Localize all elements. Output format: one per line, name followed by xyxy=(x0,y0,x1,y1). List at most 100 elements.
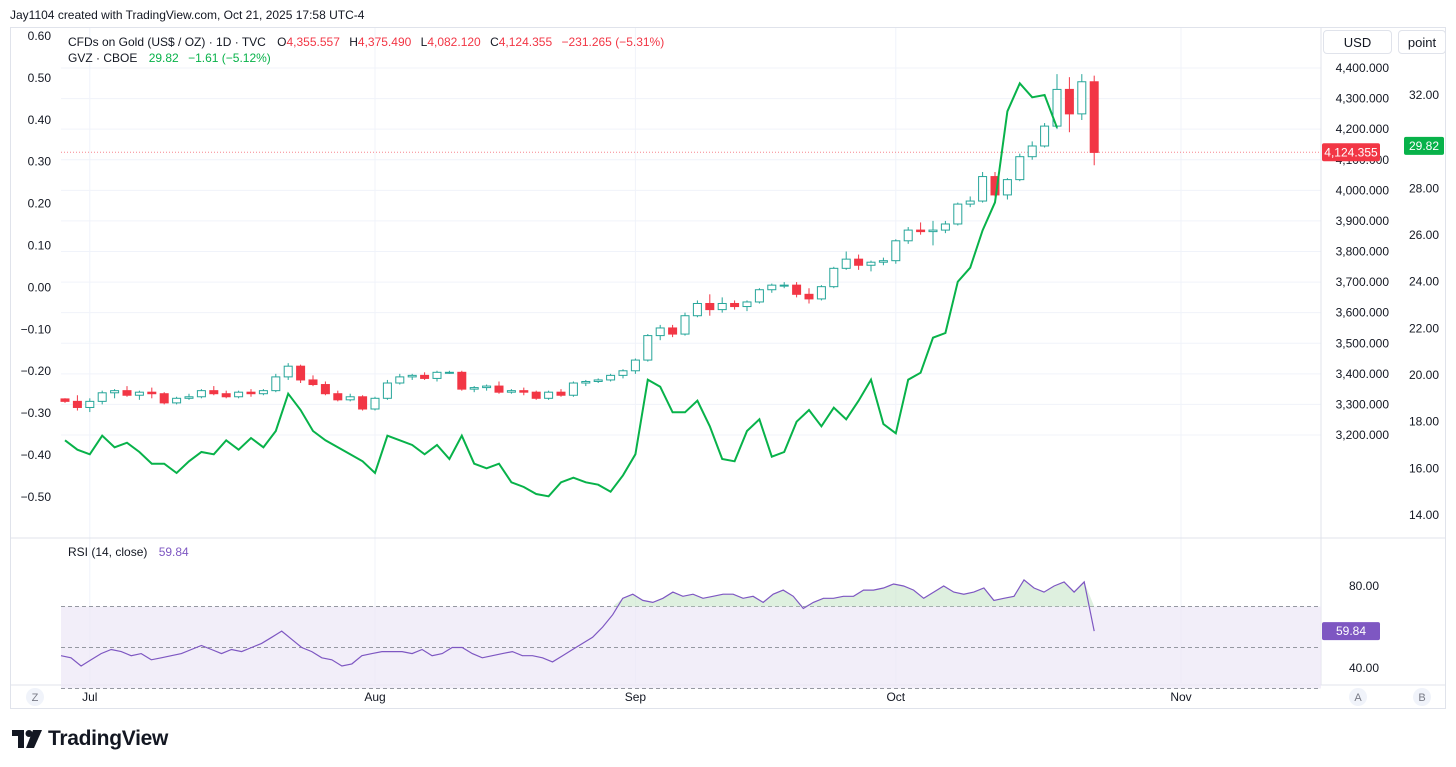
tradingview-logo[interactable]: TradingView xyxy=(12,727,168,751)
candle-body xyxy=(1027,145,1037,158)
candle-body xyxy=(556,391,566,396)
candle-body xyxy=(978,176,988,202)
price-axis-label: 4,400.000 xyxy=(1336,61,1390,75)
candle-body xyxy=(159,393,169,404)
candle-body xyxy=(916,229,926,233)
gvz-axis-label: 26.00 xyxy=(1409,228,1439,242)
left-axis-label: 0.00 xyxy=(28,280,52,294)
candle-body xyxy=(940,223,950,231)
candle-body xyxy=(1077,81,1087,115)
gvz-axis-label: 18.00 xyxy=(1409,415,1439,429)
candle-body xyxy=(680,315,690,335)
candle-body xyxy=(1002,179,1012,196)
candle-body xyxy=(420,374,430,379)
rsi-value: 59.84 xyxy=(158,545,189,559)
candle-body xyxy=(308,379,318,386)
candle-body xyxy=(593,379,603,382)
gvz-symbol-name: GVZ · CBOE xyxy=(68,51,138,65)
candle-body xyxy=(841,258,851,269)
candle-body xyxy=(965,200,975,205)
left-axis-label: −0.10 xyxy=(21,322,52,336)
candle-body xyxy=(531,391,541,399)
gold-open-value: 4,355.557 xyxy=(286,35,340,49)
gvz-axis-label: 32.00 xyxy=(1409,88,1439,102)
gold-close-value: 4,124.355 xyxy=(498,35,553,49)
candle-body xyxy=(457,371,467,390)
rsi-axis-label: 40.00 xyxy=(1349,661,1379,675)
left-axis-label: 0.40 xyxy=(28,113,52,127)
candle-body xyxy=(878,260,888,263)
candle-body xyxy=(767,284,777,291)
price-axis-label: 3,500.000 xyxy=(1336,336,1390,350)
last-price-badge: 4,124.355 xyxy=(1324,145,1378,159)
z-button-bg[interactable] xyxy=(26,688,44,706)
gvz-change: −1.61 (−5.12%) xyxy=(188,51,271,65)
time-axis-label-oct: Oct xyxy=(886,690,905,704)
candle-body xyxy=(221,393,231,398)
candle-body xyxy=(85,400,95,408)
gvz-legend: GVZ · CBOE 29.82 −1.61 (−5.12%) xyxy=(68,51,271,65)
left-axis-label: 0.50 xyxy=(28,71,52,85)
candle-body xyxy=(60,398,70,402)
candle-body xyxy=(147,391,157,395)
candle-body xyxy=(395,376,405,384)
left-axis-label: −0.50 xyxy=(21,490,52,504)
gold-close-label: C xyxy=(490,35,499,49)
candle-body xyxy=(246,391,256,395)
candle-body xyxy=(1089,81,1099,153)
gvz-axis-label: 28.00 xyxy=(1409,181,1439,195)
candle-body xyxy=(730,302,740,308)
gvz-line xyxy=(64,81,1058,498)
candle-body xyxy=(1064,88,1074,115)
candle-body xyxy=(469,387,479,390)
candle-body xyxy=(382,382,392,399)
candle-body xyxy=(618,370,628,376)
left-axis-label: 0.60 xyxy=(28,29,52,43)
candle-body xyxy=(754,289,764,303)
log-scale-button-bg[interactable] xyxy=(1413,688,1431,706)
time-axis-label-aug: Aug xyxy=(364,690,385,704)
left-axis-label: −0.40 xyxy=(21,448,52,462)
gold-high-value: 4,375.490 xyxy=(357,35,412,49)
gold-low-label: L xyxy=(420,35,428,49)
candle-body xyxy=(271,376,281,392)
chart-credit: Jay1104 created with TradingView.com, Oc… xyxy=(10,8,365,22)
auto-scale-button-bg[interactable] xyxy=(1349,688,1367,706)
tradingview-brand: TradingView xyxy=(48,727,169,750)
gvz-axis-label: 24.00 xyxy=(1409,275,1439,289)
candle-body xyxy=(134,391,144,396)
time-axis-label-jul: Jul xyxy=(82,690,97,704)
left-axis-label: 0.30 xyxy=(28,155,52,169)
z-button: Z xyxy=(32,692,39,704)
left-axis-label: −0.30 xyxy=(21,406,52,420)
left-axis-label: 0.10 xyxy=(28,239,52,253)
candle-body xyxy=(184,396,194,399)
auto-scale-button: A xyxy=(1354,692,1362,704)
gold-low-value: 4,082.120 xyxy=(427,35,481,49)
candle-body xyxy=(97,392,107,402)
price-axis-label: 3,400.000 xyxy=(1336,367,1390,381)
chart-svg[interactable]: 0.60 0.50 0.40 0.30 0.20 0.10 0.00 −0.10 −0.20 −0… xyxy=(11,28,1445,708)
candle-body xyxy=(705,302,715,311)
chart-frame[interactable]: 0.60 0.50 0.40 0.30 0.20 0.10 0.00 −0.10 −0.20 −0… xyxy=(10,27,1446,709)
candle-body xyxy=(283,365,293,378)
candle-body xyxy=(643,335,653,361)
point-button[interactable]: point xyxy=(1398,30,1446,54)
price-axis-label: 3,300.000 xyxy=(1336,397,1390,411)
candle-body xyxy=(953,203,963,225)
price-axis-label: 4,000.000 xyxy=(1336,183,1390,197)
candle-body xyxy=(209,390,219,395)
gold-open-label: O xyxy=(277,35,287,49)
candle-body xyxy=(432,371,442,379)
currency-button[interactable]: USD xyxy=(1323,30,1392,54)
price-axis-label: 3,900.000 xyxy=(1336,214,1390,228)
log-scale-button: B xyxy=(1418,692,1425,704)
candle-body xyxy=(358,396,368,410)
candle-body xyxy=(816,286,826,300)
candle-body xyxy=(1040,125,1050,147)
candle-body xyxy=(779,284,789,287)
candle-body xyxy=(333,393,343,401)
rsi-badge: 59.84 xyxy=(1336,624,1366,638)
rsi-line xyxy=(60,579,1095,667)
rsi-legend: RSI (14, close) 59.84 xyxy=(68,545,189,559)
